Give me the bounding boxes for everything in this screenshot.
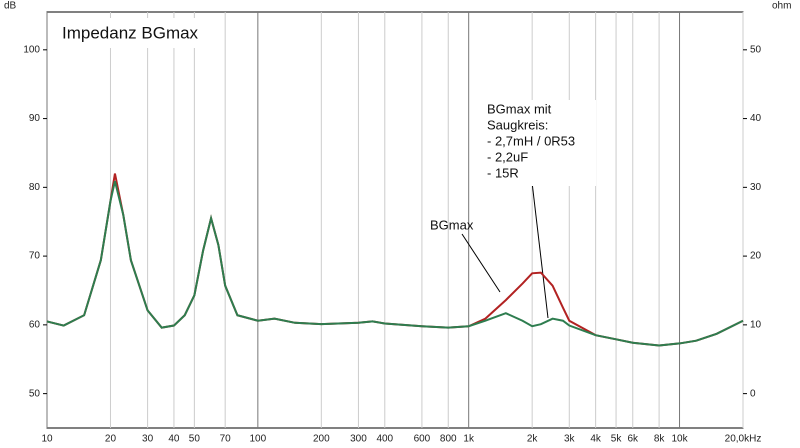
x-tick-label: 8k xyxy=(654,434,666,445)
x-tick-label: 600 xyxy=(414,434,431,445)
y-tick-label: 50 xyxy=(29,388,41,399)
y-tick-label: 60 xyxy=(29,320,41,331)
y2-tick-label: 20 xyxy=(750,251,762,262)
x-tick-label: 40 xyxy=(168,434,180,445)
series-line xyxy=(46,180,744,347)
x-tick-label: 400 xyxy=(376,434,393,445)
annotation-line: BGmax mit xyxy=(487,101,552,116)
x-tick-label: 6k xyxy=(627,434,639,445)
x-tick-label: 50 xyxy=(189,434,201,445)
y-tick-label: 70 xyxy=(29,251,41,262)
x-tick-label: 2k xyxy=(527,434,539,445)
x-tick-label: 800 xyxy=(440,434,457,445)
plot-frame xyxy=(46,11,744,429)
y2-tick-label: 30 xyxy=(750,182,762,193)
y-tick-label: 80 xyxy=(29,182,41,193)
y2-tick-label: 50 xyxy=(750,44,762,55)
x-tick-label: 1k xyxy=(463,434,475,445)
x-tick-label: 20,0kHz xyxy=(725,434,762,445)
x-tick-label: 30 xyxy=(142,434,154,445)
annotation: BGmax xyxy=(430,217,474,232)
annotation-line: - 15R xyxy=(487,165,519,180)
annotation-box xyxy=(484,100,596,186)
x-tick-label: 20 xyxy=(105,434,117,445)
y2-tick-label: 0 xyxy=(750,388,756,399)
x-tick-label: 200 xyxy=(313,434,330,445)
x-tick-label: 10 xyxy=(41,434,53,445)
title-box xyxy=(55,18,223,48)
x-tick-label: 3k xyxy=(564,434,576,445)
y-tick-label: 100 xyxy=(23,44,40,55)
annotation-arrow xyxy=(461,233,501,293)
x-tick-label: 100 xyxy=(249,434,266,445)
x-tick-label: 4k xyxy=(590,434,602,445)
annotation-line: - 2,2uF xyxy=(487,149,528,164)
annotation-line: Saugkreis: xyxy=(487,117,548,132)
annotation-arrow xyxy=(531,181,549,319)
y2-axis-label: ohm xyxy=(772,1,791,12)
x-tick-label: 5k xyxy=(611,434,623,445)
chart-title: Impedanz BGmax xyxy=(62,23,199,42)
x-tick-label: 300 xyxy=(350,434,367,445)
y-tick-label: 90 xyxy=(29,113,41,124)
x-tick-label: 70 xyxy=(220,434,232,445)
y-axis-label: dB xyxy=(4,1,17,12)
y2-tick-label: 40 xyxy=(750,113,762,124)
y2-tick-label: 10 xyxy=(750,320,762,331)
annotation-line: - 2,7mH / 0R53 xyxy=(487,133,575,148)
x-tick-label: 10k xyxy=(671,434,688,445)
